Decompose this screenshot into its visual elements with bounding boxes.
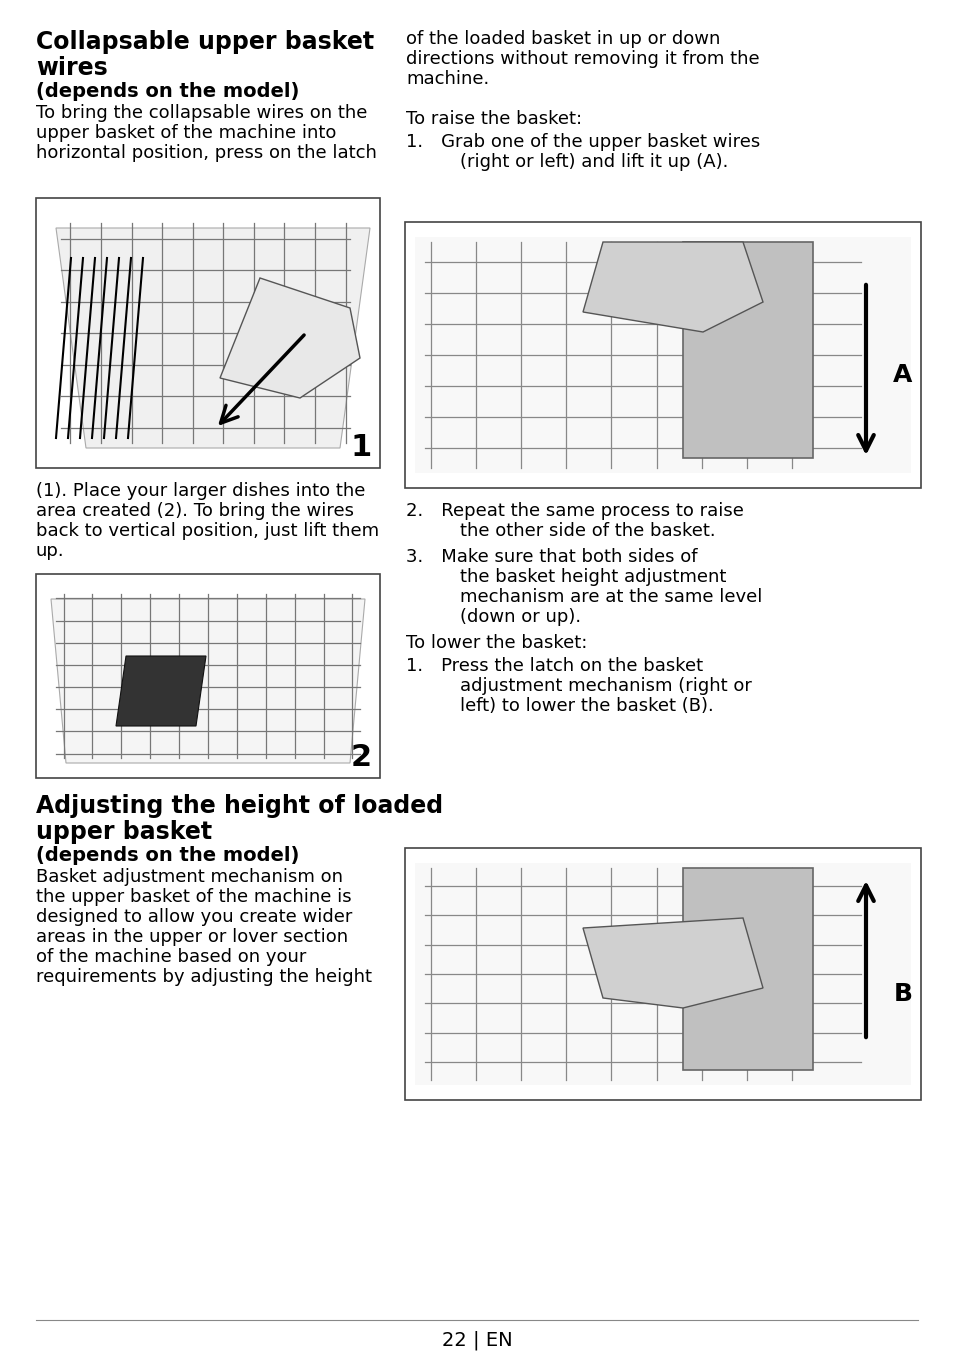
Text: mechanism are at the same level: mechanism are at the same level [406, 588, 761, 607]
Text: the basket height adjustment: the basket height adjustment [406, 567, 725, 586]
Text: machine.: machine. [406, 70, 489, 88]
Text: 2. Repeat the same process to raise: 2. Repeat the same process to raise [406, 502, 743, 520]
Text: To raise the basket:: To raise the basket: [406, 110, 581, 129]
Bar [682, 242, 812, 458]
Text: (depends on the model): (depends on the model) [36, 83, 299, 102]
Bar [36, 198, 379, 468]
Text: the other side of the basket.: the other side of the basket. [406, 523, 715, 540]
Text: 3. Make sure that both sides of: 3. Make sure that both sides of [406, 548, 697, 566]
Text: (1). Place your larger dishes into the: (1). Place your larger dishes into the [36, 482, 365, 500]
Text: left) to lower the basket (B).: left) to lower the basket (B). [406, 697, 713, 715]
Bar [415, 862, 910, 1085]
Text: the upper basket of the machine is: the upper basket of the machine is [36, 888, 352, 906]
Text: 1. Grab one of the upper basket wires: 1. Grab one of the upper basket wires [406, 133, 760, 152]
Bar [682, 868, 812, 1070]
Text: up.: up. [36, 542, 65, 561]
Text: 2: 2 [351, 743, 372, 772]
Text: 1: 1 [351, 433, 372, 462]
Text: (down or up).: (down or up). [406, 608, 580, 626]
Text: 1. Press the latch on the basket: 1. Press the latch on the basket [406, 657, 702, 676]
Bar [405, 222, 920, 487]
Text: designed to allow you create wider: designed to allow you create wider [36, 909, 352, 926]
Text: areas in the upper or lover section: areas in the upper or lover section [36, 927, 348, 946]
Text: upper basket: upper basket [36, 821, 212, 844]
Text: wires: wires [36, 56, 108, 80]
Bar [415, 237, 910, 473]
Text: of the machine based on your: of the machine based on your [36, 948, 306, 965]
Polygon shape [220, 278, 359, 398]
Text: requirements by adjusting the height: requirements by adjusting the height [36, 968, 372, 986]
Text: A: A [892, 363, 912, 387]
Text: (depends on the model): (depends on the model) [36, 846, 299, 865]
Text: Basket adjustment mechanism on: Basket adjustment mechanism on [36, 868, 343, 886]
Text: (right or left) and lift it up (A).: (right or left) and lift it up (A). [406, 153, 727, 171]
Polygon shape [56, 227, 370, 448]
Polygon shape [51, 598, 365, 764]
Text: horizontal position, press on the latch: horizontal position, press on the latch [36, 144, 376, 162]
Text: 22 | EN: 22 | EN [441, 1330, 512, 1350]
Text: upper basket of the machine into: upper basket of the machine into [36, 125, 336, 142]
Polygon shape [582, 918, 762, 1007]
Polygon shape [582, 242, 762, 332]
Bar [36, 574, 379, 779]
Text: Collapsable upper basket: Collapsable upper basket [36, 30, 374, 54]
Polygon shape [116, 655, 206, 726]
Text: To bring the collapsable wires on the: To bring the collapsable wires on the [36, 104, 367, 122]
Text: of the loaded basket in up or down: of the loaded basket in up or down [406, 30, 720, 47]
Text: To lower the basket:: To lower the basket: [406, 634, 587, 653]
Text: directions without removing it from the: directions without removing it from the [406, 50, 759, 68]
Text: back to vertical position, just lift them: back to vertical position, just lift the… [36, 523, 378, 540]
Text: B: B [893, 982, 911, 1006]
Text: Adjusting the height of loaded: Adjusting the height of loaded [36, 793, 442, 818]
Text: area created (2). To bring the wires: area created (2). To bring the wires [36, 502, 354, 520]
Bar [405, 848, 920, 1099]
Text: adjustment mechanism (right or: adjustment mechanism (right or [406, 677, 751, 695]
